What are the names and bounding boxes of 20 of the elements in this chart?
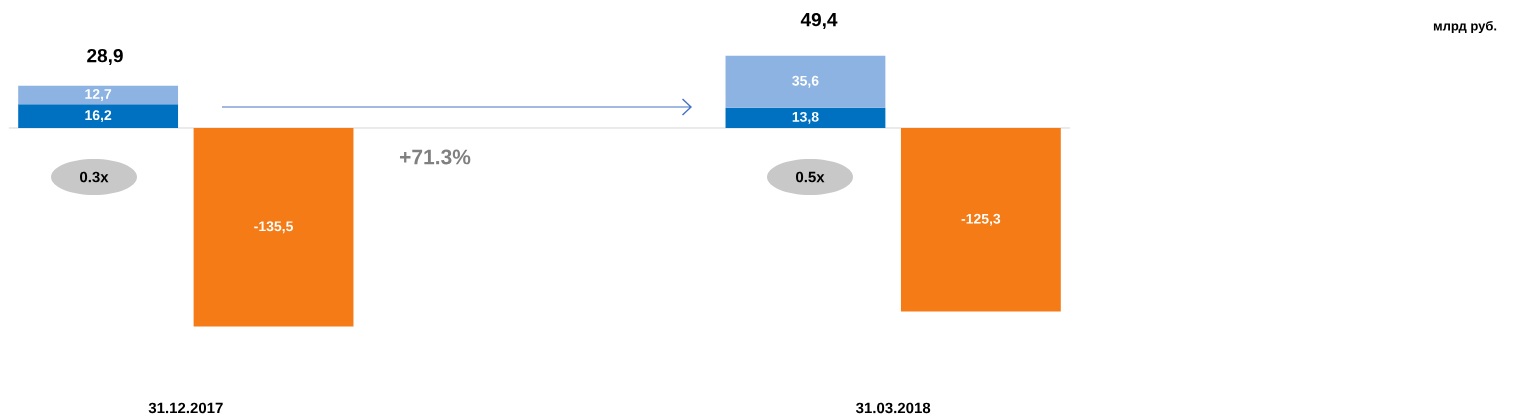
data-label: -135,5: [254, 221, 293, 234]
text: 49,4: [800, 12, 838, 30]
bar: [725, 55, 886, 108]
data-label: -125,3: [961, 213, 1001, 226]
bar: [18, 104, 179, 128]
bar: [193, 128, 354, 327]
text: 28,9: [87, 48, 123, 66]
annotation: 0.3x: [80, 171, 109, 183]
bar: [900, 128, 1061, 312]
data-label: 12,7: [85, 88, 112, 101]
annotation: 0.5x: [796, 171, 825, 183]
bar: [18, 85, 179, 105]
x-tick-label: 31.12.2017: [148, 402, 223, 414]
data-label: 35,6: [792, 75, 819, 88]
annotation: +71.3%: [399, 149, 471, 165]
data-label: 16,2: [85, 110, 112, 123]
data-label: 13,8: [792, 111, 819, 124]
text: млрд руб.: [1433, 20, 1497, 34]
bar: [725, 107, 886, 128]
x-tick-label: 31.03.2018: [855, 402, 931, 414]
